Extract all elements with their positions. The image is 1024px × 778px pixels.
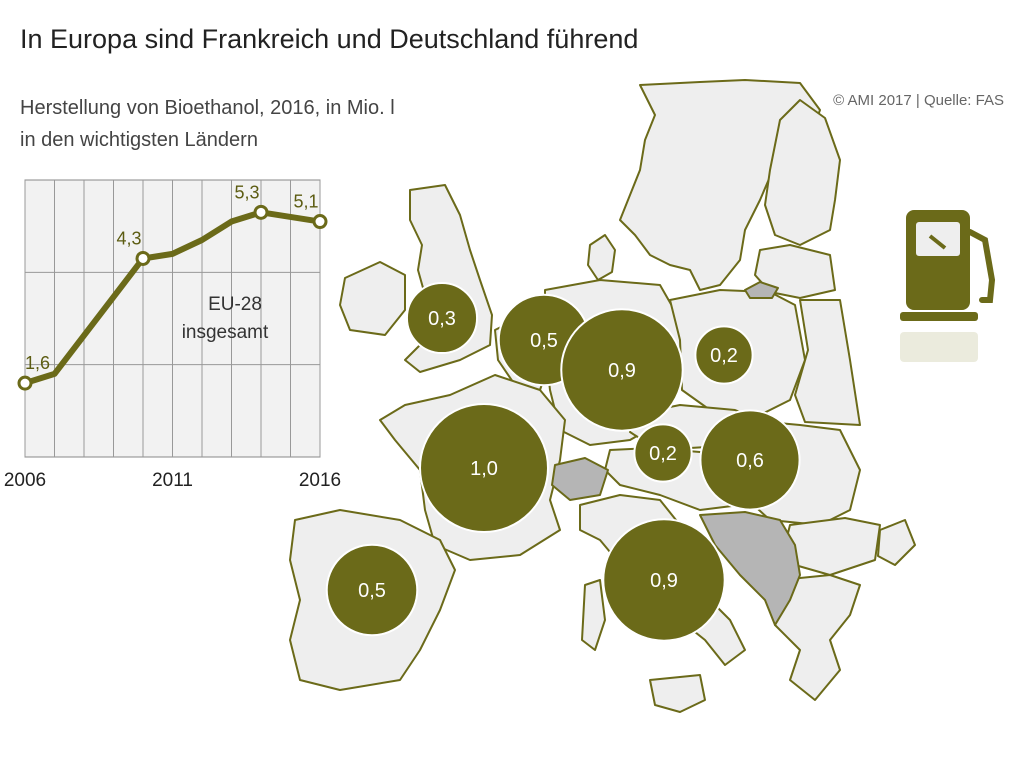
country-turkey-eu [877, 519, 916, 566]
country-baltics [754, 244, 836, 299]
chart-grid [24, 180, 321, 457]
data-point [135, 250, 151, 266]
bubble-label: 0,6 [736, 450, 764, 472]
x-tick-label: 2011 [152, 470, 193, 491]
country-balkans [699, 511, 801, 626]
value-bubble [699, 409, 801, 511]
bubble-label: 0,5 [530, 330, 558, 352]
data-point [312, 214, 328, 230]
point-label: 1,6 [25, 353, 50, 373]
value-bubble [560, 308, 684, 432]
value-bubble [633, 423, 693, 483]
chart-annotation-line-1: EU-28 [208, 294, 262, 315]
country-denmark [587, 234, 616, 281]
bubble-label: 0,9 [608, 360, 636, 382]
point-labels: 1,6 4,3 5,3 5,1 [25, 182, 319, 373]
x-tick-label: 2016 [299, 470, 341, 491]
chart-subtitle: Herstellung von Bioethanol, 2016, in Mio… [20, 92, 395, 156]
bubble-label: 0,2 [649, 443, 677, 465]
fuel-pump-icon [900, 210, 996, 362]
country-east [794, 299, 861, 426]
island-sardinia [581, 579, 606, 651]
value-bubble [694, 325, 754, 385]
bubble-layer: 0,3 0,5 0,9 0,2 1,0 0,2 0,6 0,5 0,9 [325, 281, 801, 642]
bubble-label: 1,0 [470, 458, 498, 480]
point-label: 5,3 [234, 182, 259, 202]
bubble-label: 0,5 [358, 580, 386, 602]
data-point [253, 204, 269, 220]
bubble-label: 0,2 [710, 345, 738, 367]
country-switzerland [551, 457, 609, 501]
subtitle-line-1: Herstellung von Bioethanol, 2016, in Mio… [20, 97, 395, 119]
country-greece [774, 574, 861, 701]
point-label: 4,3 [116, 228, 141, 248]
page-title: In Europa sind Frankreich und Deutschlan… [20, 24, 639, 54]
value-bubble [602, 518, 726, 642]
series-line [22, 209, 323, 387]
point-label: 5,1 [293, 192, 318, 212]
value-bubble [419, 403, 549, 533]
bubble-label: 0,3 [428, 308, 456, 330]
bubble-label: 0,9 [650, 570, 678, 592]
country-finland [764, 99, 841, 246]
source-credit: © AMI 2017 | Quelle: FAS [833, 92, 1004, 109]
value-bubble [405, 281, 479, 355]
chart-annotation-line-2: insgesamt [182, 322, 269, 343]
region-kaliningrad [744, 281, 779, 299]
subtitle-line-2: in den wichtigsten Ländern [20, 129, 258, 151]
value-bubble [325, 543, 419, 637]
country-scandinavia [619, 79, 821, 291]
x-axis-labels: 2006 2011 2016 [4, 470, 341, 491]
line-chart: 1,6 4,3 5,3 5,1 2006 2011 2016 EU-28 insgesam… [4, 179, 341, 491]
non-eu-areas [551, 281, 801, 626]
x-tick-label: 2006 [4, 470, 46, 491]
country-ireland [339, 261, 406, 336]
data-point [17, 375, 33, 391]
island-sicily [649, 674, 706, 713]
series-points [17, 204, 328, 391]
